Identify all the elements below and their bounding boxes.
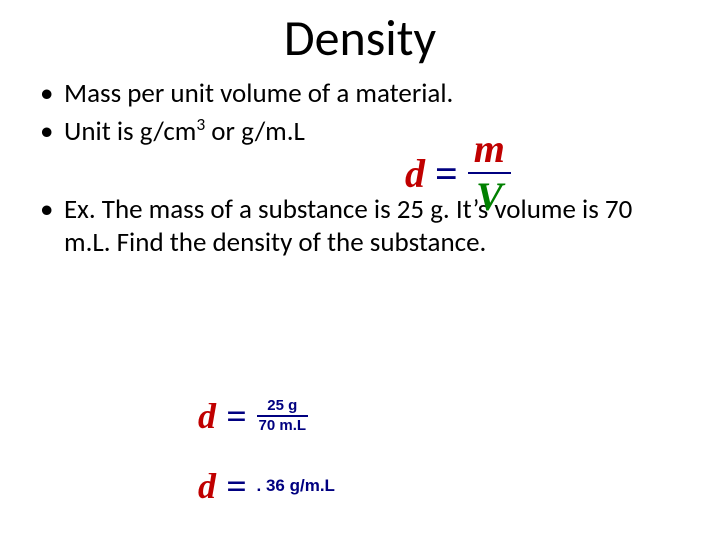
bullet-definition: Mass per unit volume of a material.	[36, 77, 684, 111]
unit-suffix: or g/m.L	[205, 115, 305, 148]
bullet-unit: Unit is g/cm3 or g/m.L	[36, 115, 684, 149]
formula-numerator: m	[468, 128, 511, 170]
example-fraction: 25 g 70 m.L	[257, 398, 309, 435]
slide-body: Mass per unit volume of a material. Unit…	[0, 69, 720, 260]
formula-d: d	[198, 395, 216, 437]
formula-denominator: V	[470, 176, 509, 218]
formula-d: d	[198, 465, 216, 507]
equals-icon: =	[226, 395, 247, 437]
equals-icon: =	[226, 465, 247, 507]
formula-d: d	[405, 150, 425, 197]
example-numerator: 25 g	[265, 398, 299, 415]
unit-superscript: 3	[196, 113, 205, 135]
formula-example-result: d = . 36 g/m.L	[198, 465, 335, 507]
formula-density: d = m V	[405, 128, 511, 218]
formula-example-step1: d = 25 g 70 m.L	[198, 395, 308, 437]
slide-title: Density	[0, 0, 720, 69]
equals-icon: =	[435, 150, 458, 197]
unit-prefix: Unit is g/cm	[64, 115, 196, 148]
slide: Density Mass per unit volume of a materi…	[0, 0, 720, 540]
example-result-value: . 36 g/m.L	[257, 476, 335, 496]
example-denominator: 70 m.L	[257, 418, 309, 435]
bullet-example: Ex. The mass of a substance is 25 g. It’…	[36, 193, 684, 261]
formula-fraction: m V	[468, 128, 511, 218]
